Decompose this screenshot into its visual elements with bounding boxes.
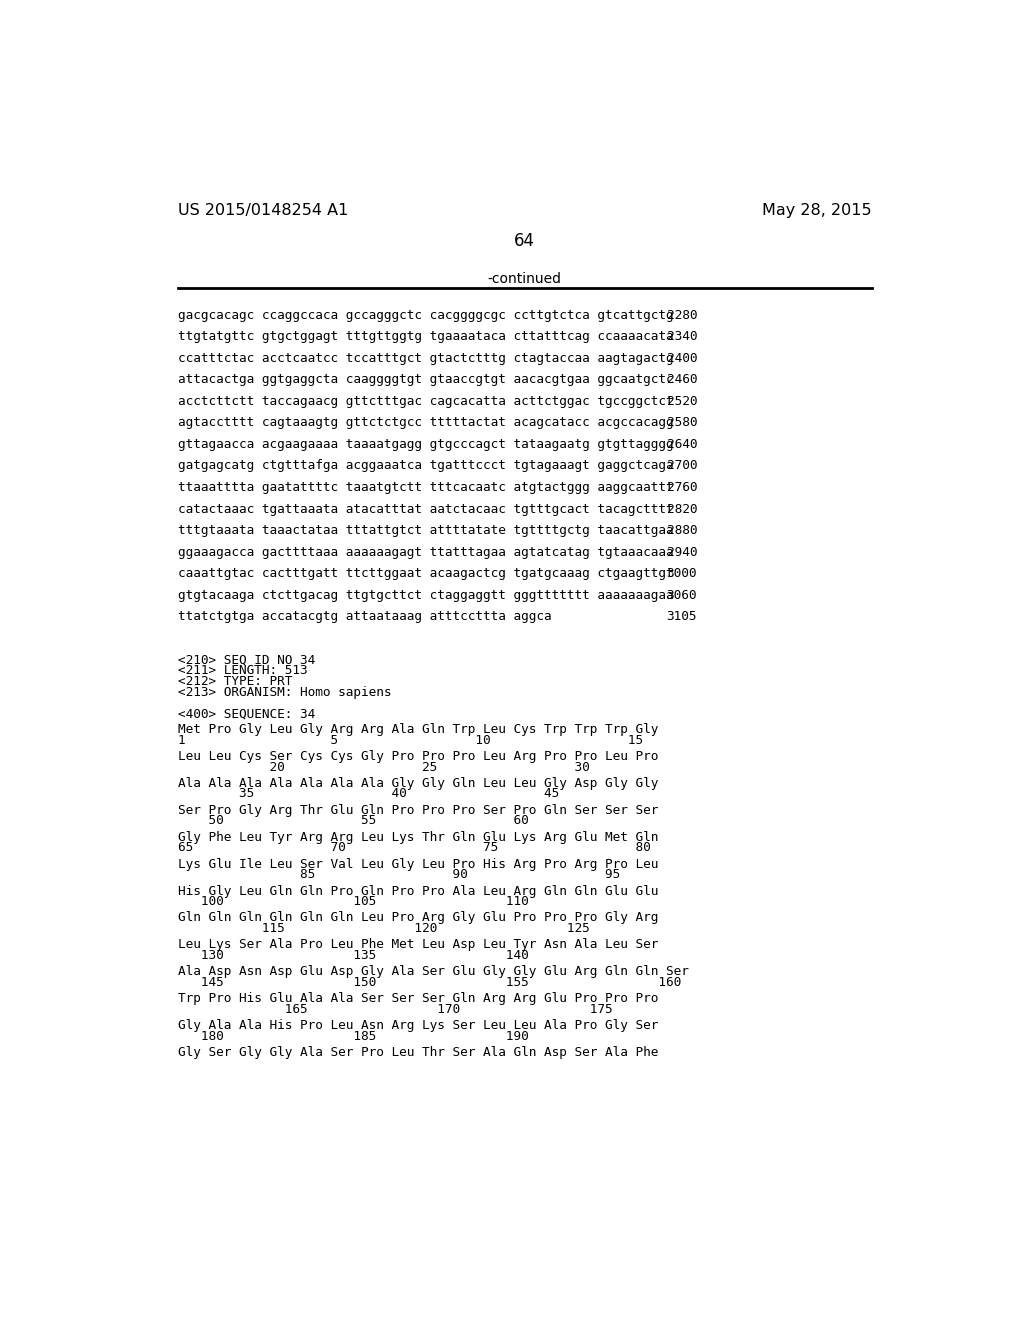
- Text: 115                 120                 125: 115 120 125: [178, 923, 590, 936]
- Text: His Gly Leu Gln Gln Pro Gln Pro Pro Ala Leu Arg Gln Gln Glu Glu: His Gly Leu Gln Gln Pro Gln Pro Pro Ala …: [178, 884, 658, 898]
- Text: 2640: 2640: [667, 438, 697, 451]
- Text: 2400: 2400: [667, 351, 697, 364]
- Text: <400> SEQUENCE: 34: <400> SEQUENCE: 34: [178, 708, 315, 721]
- Text: Gly Phe Leu Tyr Arg Arg Leu Lys Thr Gln Glu Lys Arg Glu Met Gln: Gly Phe Leu Tyr Arg Arg Leu Lys Thr Gln …: [178, 830, 658, 843]
- Text: Gly Ala Ala His Pro Leu Asn Arg Lys Ser Leu Leu Ala Pro Gly Ser: Gly Ala Ala His Pro Leu Asn Arg Lys Ser …: [178, 1019, 658, 1032]
- Text: 2700: 2700: [667, 459, 697, 473]
- Text: May 28, 2015: May 28, 2015: [763, 203, 872, 218]
- Text: <211> LENGTH: 513: <211> LENGTH: 513: [178, 664, 308, 677]
- Text: catactaaac tgattaaata atacatttat aatctacaac tgtttgcact tacagctttt: catactaaac tgattaaata atacatttat aatctac…: [178, 503, 674, 516]
- Text: Ala Ala Ala Ala Ala Ala Ala Gly Gly Gln Leu Leu Gly Asp Gly Gly: Ala Ala Ala Ala Ala Ala Ala Gly Gly Gln …: [178, 776, 658, 789]
- Text: 2520: 2520: [667, 395, 697, 408]
- Text: 2940: 2940: [667, 545, 697, 558]
- Text: agtacctttt cagtaaagtg gttctctgcc tttttactat acagcatacc acgccacagg: agtacctttt cagtaaagtg gttctctgcc tttttac…: [178, 416, 674, 429]
- Text: 50                  55                  60: 50 55 60: [178, 814, 529, 828]
- Text: 3105: 3105: [667, 610, 697, 623]
- Text: 2280: 2280: [667, 309, 697, 322]
- Text: 130                 135                 140: 130 135 140: [178, 949, 529, 962]
- Text: ggaaagacca gacttttaaa aaaaaagagt ttatttagaa agtatcatag tgtaaacaaa: ggaaagacca gacttttaaa aaaaaagagt ttattta…: [178, 545, 674, 558]
- Text: 2580: 2580: [667, 416, 697, 429]
- Text: <213> ORGANISM: Homo sapiens: <213> ORGANISM: Homo sapiens: [178, 686, 392, 698]
- Text: Lys Glu Ile Leu Ser Val Leu Gly Leu Pro His Arg Pro Arg Pro Leu: Lys Glu Ile Leu Ser Val Leu Gly Leu Pro …: [178, 858, 658, 871]
- Text: ttatctgtga accatacgtg attaataaag atttccttta aggca: ttatctgtga accatacgtg attaataaag atttcct…: [178, 610, 552, 623]
- Text: Trp Pro His Glu Ala Ala Ser Ser Ser Gln Arg Arg Glu Pro Pro Pro: Trp Pro His Glu Ala Ala Ser Ser Ser Gln …: [178, 993, 658, 1006]
- Text: 64: 64: [514, 231, 536, 249]
- Text: Ala Asp Asn Asp Glu Asp Gly Ala Ser Glu Gly Gly Glu Arg Gln Gln Ser: Ala Asp Asn Asp Glu Asp Gly Ala Ser Glu …: [178, 965, 689, 978]
- Text: ccatttctac acctcaatcc tccatttgct gtactctttg ctagtaccaa aagtagactg: ccatttctac acctcaatcc tccatttgct gtactct…: [178, 351, 674, 364]
- Text: Met Pro Gly Leu Gly Arg Arg Ala Gln Trp Leu Cys Trp Trp Trp Gly: Met Pro Gly Leu Gly Arg Arg Ala Gln Trp …: [178, 723, 658, 735]
- Text: Gly Ser Gly Gly Ala Ser Pro Leu Thr Ser Ala Gln Asp Ser Ala Phe: Gly Ser Gly Gly Ala Ser Pro Leu Thr Ser …: [178, 1047, 658, 1059]
- Text: US 2015/0148254 A1: US 2015/0148254 A1: [178, 203, 349, 218]
- Text: Ser Pro Gly Arg Thr Glu Gln Pro Pro Pro Ser Pro Gln Ser Ser Ser: Ser Pro Gly Arg Thr Glu Gln Pro Pro Pro …: [178, 804, 658, 817]
- Text: Leu Leu Cys Ser Cys Cys Gly Pro Pro Pro Leu Arg Pro Pro Leu Pro: Leu Leu Cys Ser Cys Cys Gly Pro Pro Pro …: [178, 750, 658, 763]
- Text: 20                  25                  30: 20 25 30: [178, 760, 590, 774]
- Text: 3000: 3000: [667, 568, 697, 581]
- Text: <212> TYPE: PRT: <212> TYPE: PRT: [178, 675, 293, 688]
- Text: 180                 185                 190: 180 185 190: [178, 1030, 529, 1043]
- Text: -continued: -continued: [487, 272, 562, 286]
- Text: 100                 105                 110: 100 105 110: [178, 895, 529, 908]
- Text: ttgtatgttc gtgctggagt tttgttggtg tgaaaataca cttatttcag ccaaaacata: ttgtatgttc gtgctggagt tttgttggtg tgaaaat…: [178, 330, 674, 343]
- Text: attacactga ggtgaggcta caaggggtgt gtaaccgtgt aacacgtgaa ggcaatgctc: attacactga ggtgaggcta caaggggtgt gtaaccg…: [178, 374, 674, 387]
- Text: 1                   5                  10                  15: 1 5 10 15: [178, 734, 643, 747]
- Text: caaattgtac cactttgatt ttcttggaat acaagactcg tgatgcaaag ctgaagttgt: caaattgtac cactttgatt ttcttggaat acaagac…: [178, 568, 674, 581]
- Text: gttagaacca acgaagaaaa taaaatgagg gtgcccagct tataagaatg gtgttagggg: gttagaacca acgaagaaaa taaaatgagg gtgccca…: [178, 438, 674, 451]
- Text: <210> SEQ ID NO 34: <210> SEQ ID NO 34: [178, 653, 315, 667]
- Text: 65                  70                  75                  80: 65 70 75 80: [178, 841, 651, 854]
- Text: Leu Lys Ser Ala Pro Leu Phe Met Leu Asp Leu Tyr Asn Ala Leu Ser: Leu Lys Ser Ala Pro Leu Phe Met Leu Asp …: [178, 939, 658, 952]
- Text: 35                  40                  45: 35 40 45: [178, 788, 560, 800]
- Text: 2820: 2820: [667, 503, 697, 516]
- Text: 165                 170                 175: 165 170 175: [178, 1003, 613, 1016]
- Text: gtgtacaaga ctcttgacag ttgtgcttct ctaggaggtt gggttttttt aaaaaaagaa: gtgtacaaga ctcttgacag ttgtgcttct ctaggag…: [178, 589, 674, 602]
- Text: 2760: 2760: [667, 480, 697, 494]
- Text: 2460: 2460: [667, 374, 697, 387]
- Text: 85                  90                  95: 85 90 95: [178, 869, 621, 882]
- Text: 145                 150                 155                 160: 145 150 155 160: [178, 977, 682, 989]
- Text: gacgcacagc ccaggccaca gccagggctc cacggggcgc ccttgtctca gtcattgctg: gacgcacagc ccaggccaca gccagggctc cacgggg…: [178, 309, 674, 322]
- Text: 2340: 2340: [667, 330, 697, 343]
- Text: Gln Gln Gln Gln Gln Gln Leu Pro Arg Gly Glu Pro Pro Pro Gly Arg: Gln Gln Gln Gln Gln Gln Leu Pro Arg Gly …: [178, 911, 658, 924]
- Text: gatgagcatg ctgtttafga acggaaatca tgatttccct tgtagaaagt gaggctcaga: gatgagcatg ctgtttafga acggaaatca tgatttc…: [178, 459, 674, 473]
- Text: acctcttctt taccagaacg gttctttgac cagcacatta acttctggac tgccggctct: acctcttctt taccagaacg gttctttgac cagcaca…: [178, 395, 674, 408]
- Text: ttaaatttta gaatattttc taaatgtctt tttcacaatc atgtactggg aaggcaattt: ttaaatttta gaatattttc taaatgtctt tttcaca…: [178, 480, 674, 494]
- Text: 3060: 3060: [667, 589, 697, 602]
- Text: tttgtaaata taaactataa tttattgtct attttatate tgttttgctg taacattgaa: tttgtaaata taaactataa tttattgtct attttat…: [178, 524, 674, 537]
- Text: 2880: 2880: [667, 524, 697, 537]
